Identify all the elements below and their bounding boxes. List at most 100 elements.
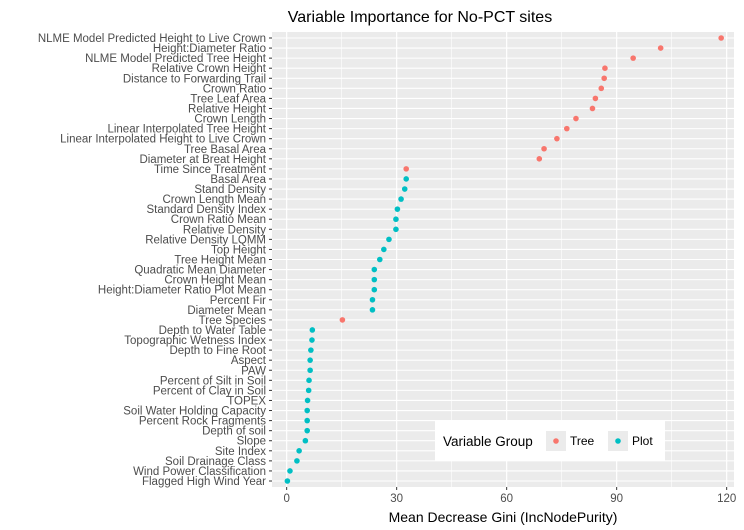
y-tick-label: Crown Ratio Mean <box>171 214 266 226</box>
data-point <box>284 478 291 484</box>
y-tick-label: Distance to Forwarding Trail <box>123 73 266 85</box>
data-point <box>657 45 664 51</box>
data-point <box>394 206 401 212</box>
y-tick-label: Depth of soil <box>202 426 266 438</box>
data-point <box>377 256 383 263</box>
data-point <box>371 266 378 273</box>
y-tick-label: PAW <box>241 365 266 377</box>
y-tick-label: Depth to Fine Root <box>169 345 266 357</box>
y-tick-label: NLME Model Predicted Tree Height <box>85 53 267 65</box>
x-tick-label: 120 <box>717 493 736 505</box>
data-point <box>386 236 392 243</box>
legend-point <box>615 438 621 444</box>
y-tick-label: Time Since Treatment <box>154 164 267 176</box>
data-point <box>573 115 579 122</box>
data-point <box>554 135 560 142</box>
legend: Variable Group Tree Plot <box>435 421 665 461</box>
grid-lines <box>272 32 734 487</box>
y-tick-label: Height:Diameter Ratio <box>153 43 266 55</box>
data-point <box>602 65 608 72</box>
y-tick-label: Percent of Silt in Soil <box>160 375 266 387</box>
data-point <box>304 427 311 434</box>
legend-point <box>553 438 559 444</box>
data-point <box>306 377 312 384</box>
y-tick-label: Top Height <box>211 244 267 256</box>
y-tick-label: Linear Interpolated Tree Height <box>107 124 266 136</box>
y-tick-label: Topographic Wetness Index <box>124 335 266 347</box>
x-tick-label: 90 <box>610 493 623 505</box>
y-tick-label: Tree Species <box>199 315 267 327</box>
y-tick-label: Tree Leaf Area <box>190 93 266 105</box>
y-tick-label: Stand Density <box>194 184 266 196</box>
data-point <box>630 55 636 61</box>
data-point <box>589 105 596 112</box>
data-point <box>294 458 300 464</box>
y-tick-label: Slope <box>237 436 266 448</box>
data-point <box>401 186 408 192</box>
legend-label: Plot <box>632 434 653 448</box>
data-point <box>598 85 605 92</box>
data-point <box>536 156 543 162</box>
y-tick-label: Tree Basal Area <box>184 144 267 156</box>
x-tick-label: 0 <box>283 493 289 505</box>
x-axis-ticks: 0 30 60 90 120 <box>283 487 736 505</box>
data-point <box>393 216 399 223</box>
data-point <box>371 286 378 293</box>
data-point <box>339 317 346 323</box>
data-point <box>398 196 404 202</box>
y-tick-label: Percent of Clay in Soil <box>153 385 266 397</box>
y-tick-label: Wind Power Classification <box>133 466 266 478</box>
y-tick-label: Standard Density Index <box>146 204 266 216</box>
x-tick-label: 60 <box>500 493 513 505</box>
data-point <box>393 226 399 233</box>
data-point <box>296 447 302 454</box>
chart-title: Variable Importance for No-PCT sites <box>288 9 552 26</box>
data-point <box>307 357 313 363</box>
y-tick-label: Quadratic Mean Diameter <box>134 265 266 277</box>
data-point <box>601 75 607 82</box>
y-tick-label: Percent Rock Fragments <box>139 416 266 428</box>
y-tick-label: Relative Density <box>183 224 266 236</box>
data-point <box>304 397 311 404</box>
y-tick-label: Basal Area <box>210 174 266 186</box>
data-point <box>371 276 378 283</box>
data-point <box>369 296 376 303</box>
y-tick-label: Diameter at Breat Height <box>139 154 266 166</box>
data-point <box>305 387 312 394</box>
data-point <box>308 347 314 353</box>
data-point <box>287 468 293 474</box>
y-tick-label: Flagged High Wind Year <box>142 476 266 488</box>
data-point <box>718 35 724 41</box>
y-tick-label: Linear Interpolated Height to Live Crown <box>60 134 266 146</box>
y-tick-label: Aspect <box>231 355 267 367</box>
y-tick-label: Height:Diameter Ratio Plot Mean <box>98 285 266 297</box>
legend-entries: Tree Plot <box>546 431 653 451</box>
data-point <box>304 417 311 424</box>
data-point <box>381 246 387 253</box>
x-tick-label: 30 <box>390 493 403 505</box>
data-point <box>541 145 547 152</box>
y-tick-label: Tree Height Mean <box>174 255 266 267</box>
y-axis-labels: NLME Model Predicted Height to Live Crow… <box>38 33 272 488</box>
data-point <box>369 307 376 313</box>
data-point <box>302 437 309 444</box>
y-tick-label: Crown Height Mean <box>164 275 266 287</box>
data-point <box>403 176 410 182</box>
data-point <box>564 125 570 132</box>
y-tick-label: Soil Water Holding Capacity <box>123 406 266 418</box>
y-tick-label: Relative Density LQMM <box>145 234 266 246</box>
legend-title: Variable Group <box>443 434 533 449</box>
y-tick-label: Depth to Water Table <box>159 325 266 337</box>
data-point <box>309 337 315 343</box>
legend-label: Tree <box>570 434 595 448</box>
data-points <box>284 35 724 484</box>
data-point <box>304 407 311 414</box>
data-point <box>309 327 316 333</box>
y-tick-label: Site Index <box>215 446 266 458</box>
y-tick-label: Crown Length <box>194 114 266 126</box>
y-tick-label: Relative Crown Height <box>152 63 267 75</box>
y-tick-label: Crown Ratio <box>203 83 266 95</box>
data-point <box>592 95 599 102</box>
y-tick-label: TOPEX <box>227 395 266 407</box>
